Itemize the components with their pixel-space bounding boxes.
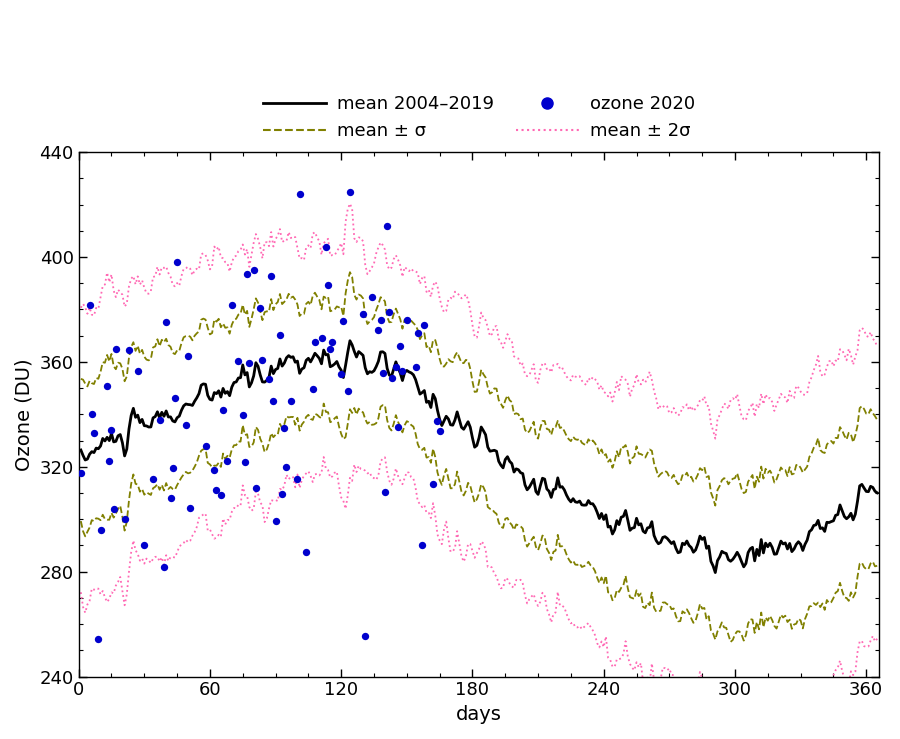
Point [248, 483, 263, 494]
Point [364, 291, 379, 303]
Point [292, 188, 307, 200]
Point [395, 364, 410, 376]
Point [374, 314, 388, 326]
Point [159, 316, 174, 328]
Point [102, 455, 116, 467]
Point [166, 462, 180, 474]
Point [325, 336, 339, 348]
Point [152, 414, 166, 426]
Point [253, 302, 267, 314]
Point [284, 395, 298, 407]
Point [314, 332, 328, 344]
Point [391, 421, 405, 433]
Point [415, 539, 429, 551]
Point [216, 404, 230, 416]
Point [130, 365, 145, 377]
Point [210, 484, 224, 496]
Legend: mean 2004–2019, mean ± σ, ozone 2020, mean ± 2σ: mean 2004–2019, mean ± σ, ozone 2020, me… [256, 88, 702, 147]
Point [236, 409, 250, 420]
Point [371, 324, 385, 336]
Point [86, 427, 101, 439]
Point [122, 344, 136, 355]
Point [238, 456, 252, 468]
Point [198, 440, 212, 452]
Point [167, 392, 182, 404]
Point [146, 473, 160, 485]
Point [170, 256, 184, 268]
Point [340, 385, 355, 397]
Point [213, 488, 228, 500]
Point [306, 384, 320, 395]
Point [378, 486, 392, 498]
Point [430, 415, 445, 427]
Point [94, 525, 108, 537]
Point [393, 340, 408, 352]
Point [299, 546, 313, 558]
Point [409, 361, 423, 372]
Point [308, 336, 322, 348]
Point [343, 186, 357, 198]
Point [279, 461, 293, 473]
Point [240, 268, 255, 279]
Point [207, 465, 221, 477]
Point [164, 492, 178, 504]
Point [220, 454, 235, 466]
Point [389, 361, 403, 372]
Point [274, 488, 289, 500]
Y-axis label: Ozone (DU): Ozone (DU) [15, 358, 34, 471]
Point [290, 473, 304, 485]
Point [247, 264, 261, 276]
Point [268, 514, 283, 526]
Point [356, 308, 370, 320]
Point [157, 561, 171, 573]
Point [382, 306, 397, 318]
Point [179, 420, 194, 432]
Point [323, 343, 338, 355]
Point [264, 270, 278, 282]
Point [91, 633, 105, 645]
Point [321, 279, 336, 291]
Point [262, 373, 276, 385]
Point [100, 380, 114, 392]
X-axis label: days: days [456, 705, 502, 724]
Point [384, 372, 399, 384]
Point [375, 367, 390, 379]
Point [380, 219, 394, 231]
Point [109, 343, 123, 355]
Point [266, 395, 281, 407]
Point [273, 329, 287, 341]
Point [410, 327, 425, 339]
Point [400, 314, 414, 326]
Point [432, 425, 446, 437]
Point [242, 357, 256, 369]
Point [74, 468, 88, 480]
Point [231, 355, 246, 367]
Point [417, 319, 431, 331]
Point [319, 241, 333, 253]
Point [83, 299, 97, 311]
Point [104, 424, 119, 436]
Point [358, 630, 373, 641]
Point [106, 503, 121, 514]
Point [426, 478, 440, 490]
Point [337, 315, 351, 327]
Point [277, 422, 292, 434]
Point [225, 299, 239, 310]
Point [117, 514, 131, 525]
Point [137, 539, 151, 551]
Point [256, 354, 270, 366]
Point [183, 502, 197, 514]
Point [334, 368, 348, 380]
Point [85, 408, 99, 420]
Point [413, 129, 428, 140]
Point [181, 350, 195, 361]
